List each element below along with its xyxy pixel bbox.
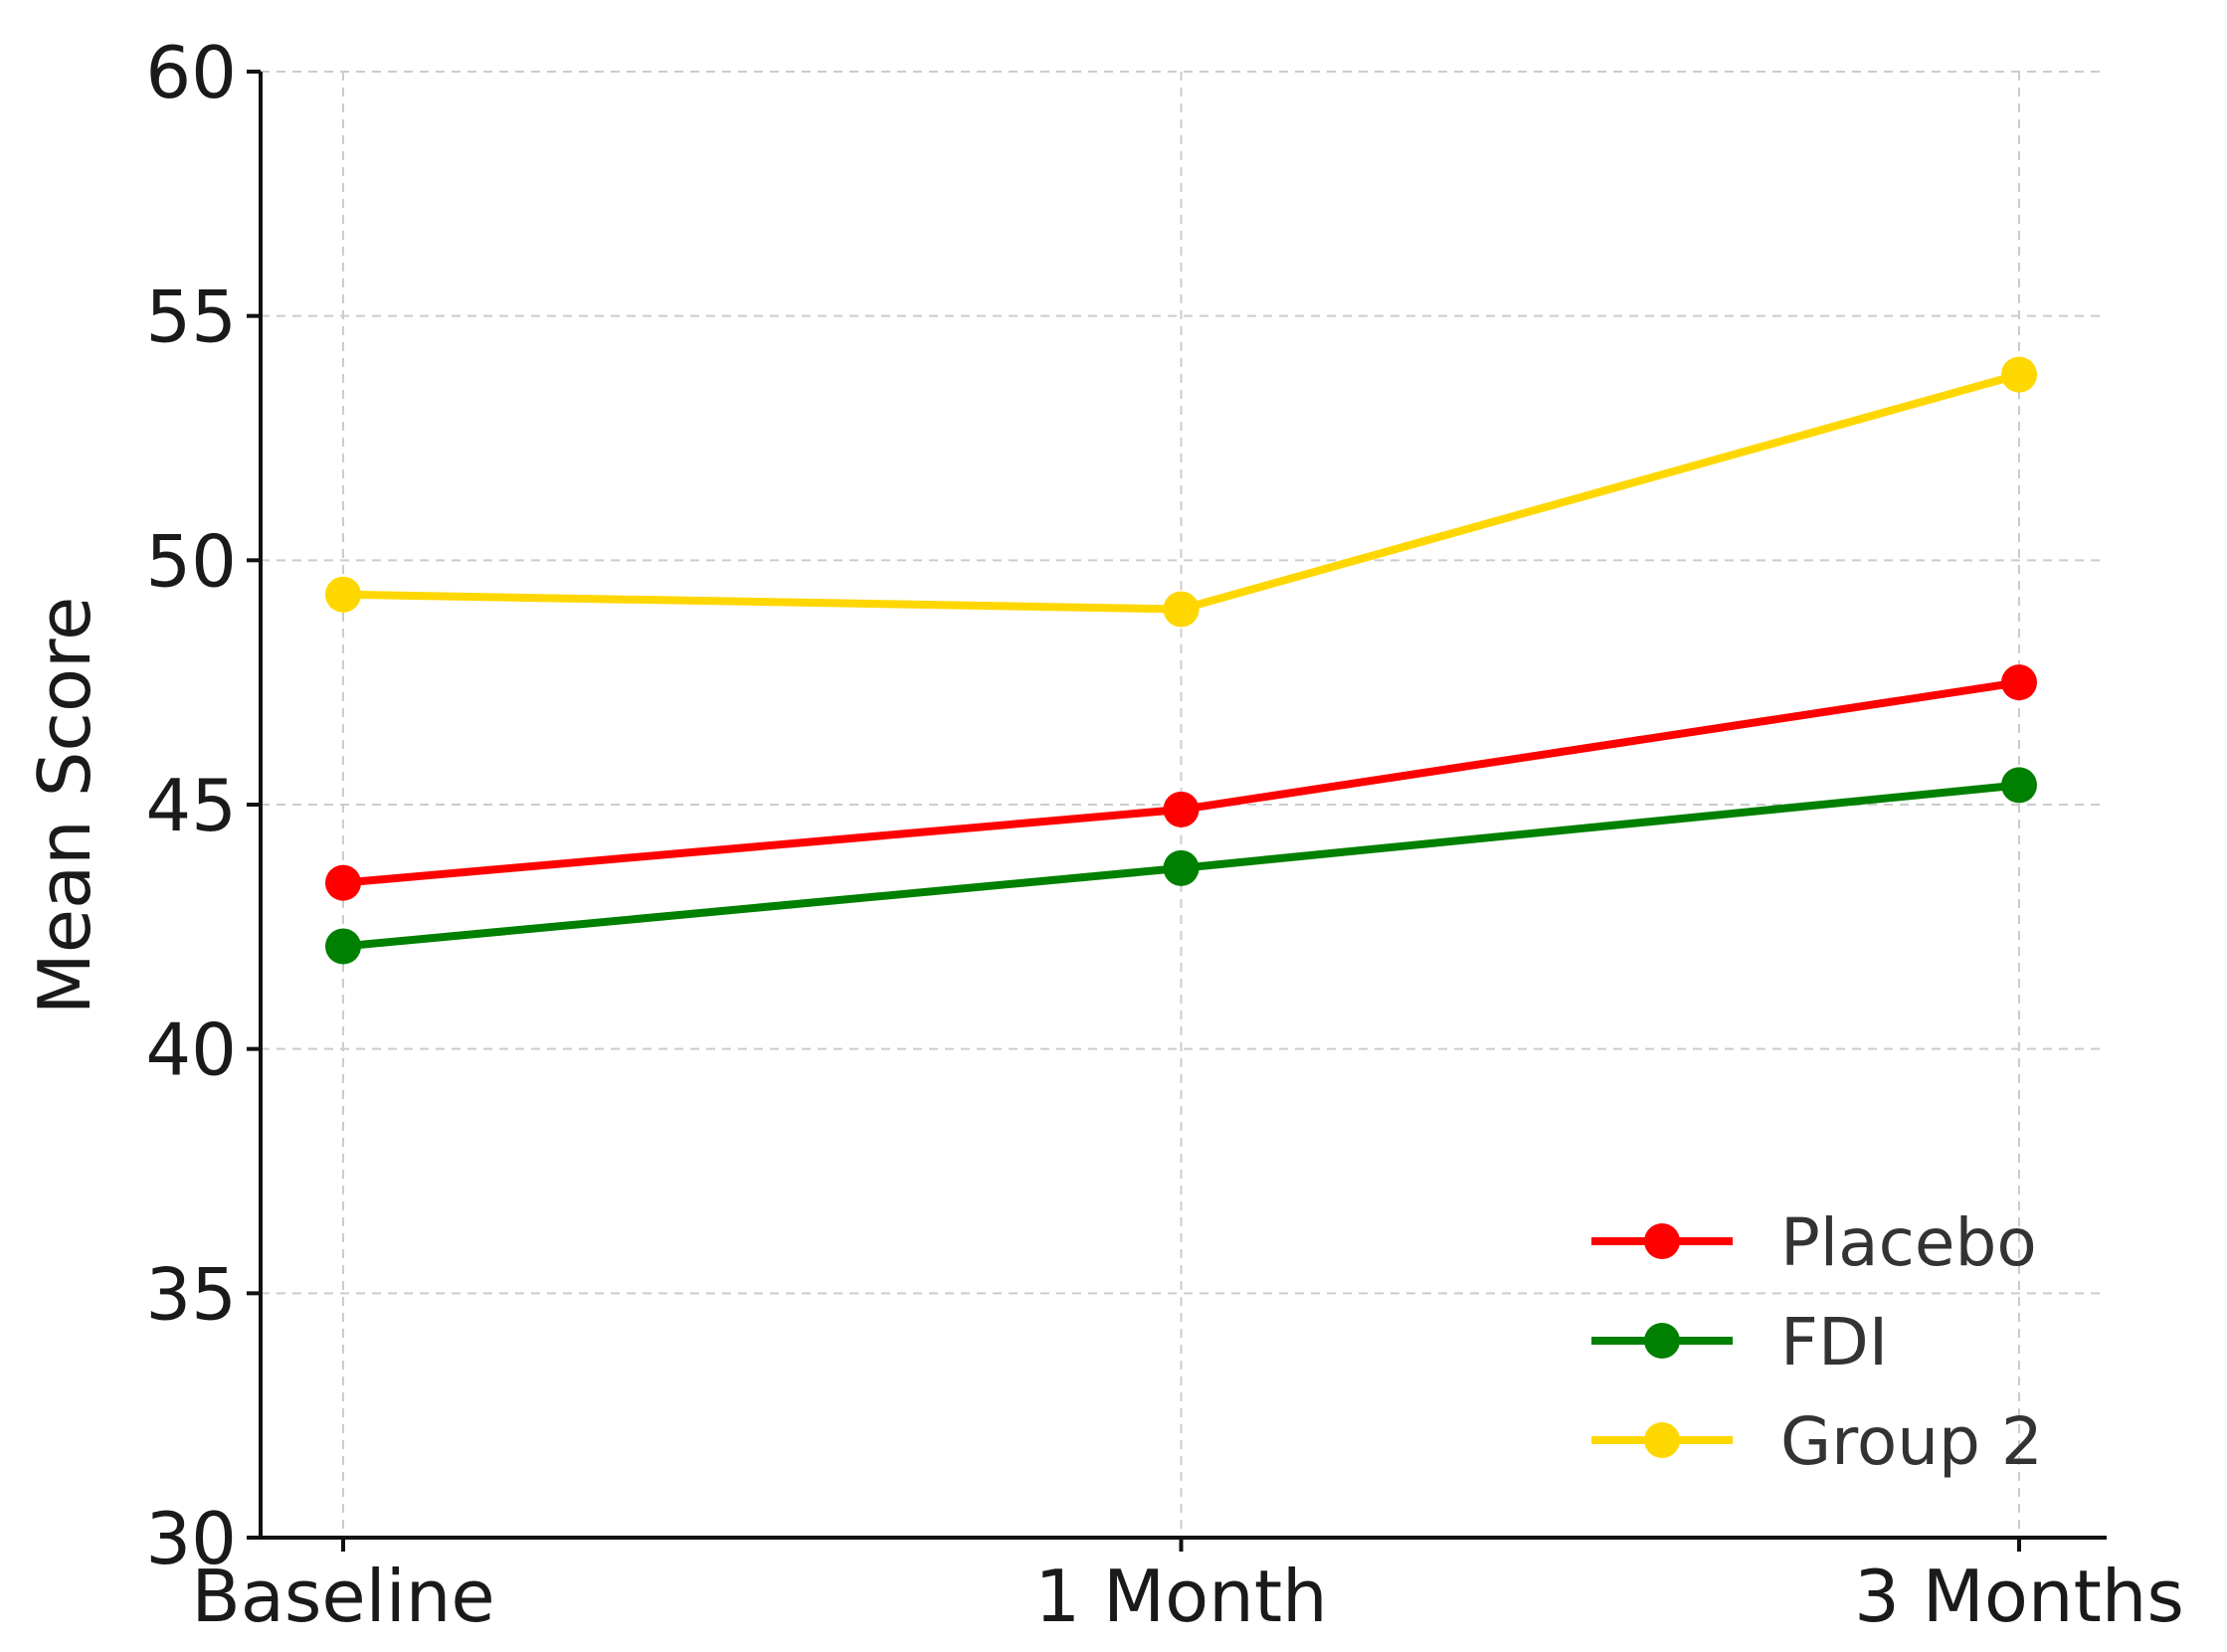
x-tick-label: 3 Months (1854, 1555, 2184, 1638)
series-fdi (325, 767, 2037, 965)
legend-swatch-marker (1644, 1422, 1680, 1458)
y-tick-label: 55 (145, 275, 237, 359)
data-point-fdi (2001, 767, 2037, 804)
data-point-group-2 (2001, 356, 2037, 393)
y-tick-label: 30 (145, 1497, 237, 1580)
legend-label: Group 2 (1780, 1403, 2043, 1480)
y-tick-label: 50 (145, 519, 237, 603)
legend-swatch-marker (1644, 1323, 1680, 1359)
y-tick-label: 40 (145, 1009, 237, 1092)
data-point-placebo (1163, 791, 1200, 827)
data-point-fdi (325, 928, 361, 965)
legend-swatch-marker (1644, 1223, 1680, 1259)
data-point-group-2 (1163, 591, 1200, 628)
legend-item-placebo: Placebo (1591, 1204, 2037, 1281)
data-point-fdi (1163, 849, 1200, 886)
data-point-group-2 (325, 576, 361, 613)
y-axis-title: Mean Score (23, 597, 106, 1015)
y-tick-label: 45 (145, 764, 237, 847)
series-group-2 (325, 356, 2037, 628)
legend: Placebo FDI Group 2 (1591, 1204, 2043, 1480)
x-tick-label: Baseline (191, 1555, 494, 1638)
axes: 30 35 40 45 50 55 60 Baseline 1 Month 3 Months (145, 31, 2184, 1638)
legend-item-group-2: Group 2 (1591, 1403, 2043, 1480)
series-layer (325, 356, 2037, 965)
y-tick-label: 60 (145, 31, 237, 114)
legend-label: FDI (1780, 1304, 1888, 1380)
data-point-placebo (2001, 664, 2037, 701)
legend-label: Placebo (1780, 1204, 2037, 1281)
y-tick-label: 35 (145, 1252, 237, 1336)
series-placebo (325, 664, 2037, 901)
x-tick-label: 1 Month (1034, 1555, 1327, 1638)
legend-item-fdi: FDI (1591, 1304, 1888, 1380)
data-point-placebo (325, 864, 361, 901)
